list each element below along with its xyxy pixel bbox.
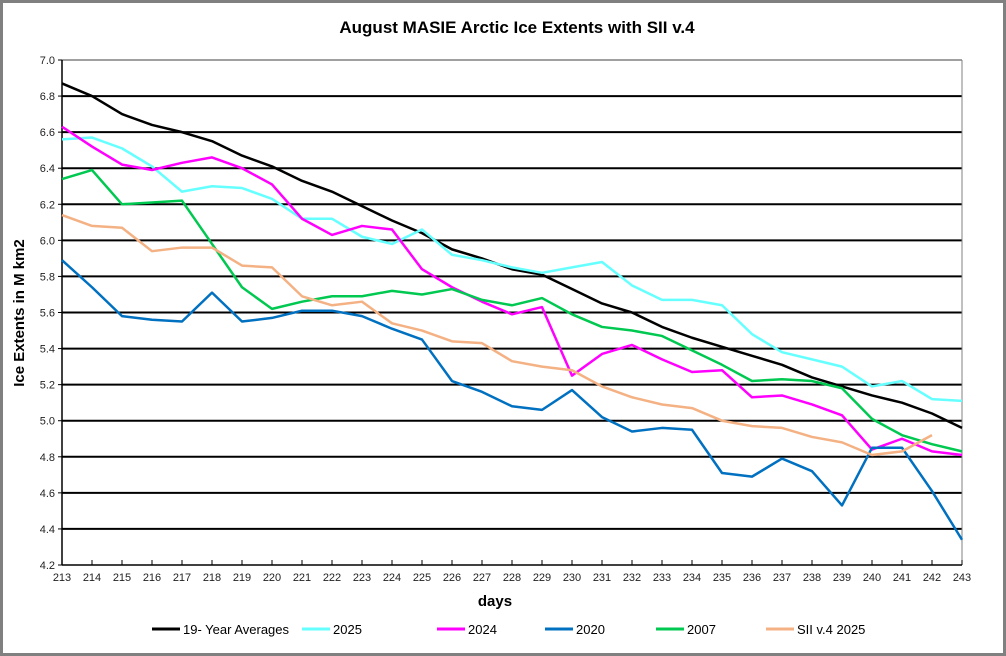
x-tick-label: 243 xyxy=(953,572,971,584)
x-tick-label: 213 xyxy=(53,572,71,584)
legend-label: 2007 xyxy=(687,622,716,637)
series-line-sii-v-4-2025 xyxy=(61,213,933,457)
axes xyxy=(58,59,963,566)
y-tick-label: 5.8 xyxy=(40,271,55,283)
x-tick-label: 231 xyxy=(593,572,611,584)
x-tick-label: 235 xyxy=(713,572,731,584)
x-tick-label: 236 xyxy=(743,572,761,584)
x-tick-label: 226 xyxy=(443,572,461,584)
x-tick-label: 222 xyxy=(323,572,341,584)
x-tick-label: 232 xyxy=(623,572,641,584)
legend-item: SII v.4 2025 xyxy=(766,622,865,637)
x-tick-label: 220 xyxy=(263,572,281,584)
x-tick-label: 223 xyxy=(353,572,371,584)
x-tick-label: 216 xyxy=(143,572,161,584)
x-tick-label: 224 xyxy=(383,572,401,584)
legend-item: 2020 xyxy=(545,622,605,637)
y-tick-label: 5.6 xyxy=(40,308,55,320)
y-tick-label: 4.4 xyxy=(40,524,55,536)
series-line-2024 xyxy=(61,125,963,457)
x-tick-label: 215 xyxy=(113,572,131,584)
legend-item: 19- Year Averages xyxy=(152,622,290,637)
y-axis-label: Ice Extents in M km2 xyxy=(11,239,28,387)
legend-label: 2025 xyxy=(333,622,362,637)
x-tick-label: 228 xyxy=(503,572,521,584)
x-tick-label: 221 xyxy=(293,572,311,584)
legend: 19- Year Averages 2025 2024 2020 2007 SII v.4… xyxy=(152,622,865,637)
x-axis-label: days xyxy=(478,593,512,610)
y-tick-label: 5.2 xyxy=(40,380,55,392)
x-tick-label: 217 xyxy=(173,572,191,584)
x-tick-label: 241 xyxy=(893,572,911,584)
y-tick-label: 5.0 xyxy=(40,416,55,428)
y-tick-label: 6.4 xyxy=(40,163,55,175)
x-tick-labels: 213 214 215 216 217 218 219 220 221 222 223 224 225 2… xyxy=(53,572,971,584)
y-tick-label: 6.0 xyxy=(40,235,55,247)
y-tick-label: 4.2 xyxy=(40,560,55,572)
x-tick-label: 230 xyxy=(563,572,581,584)
x-tick-label: 239 xyxy=(833,572,851,584)
y-tick-label: 6.6 xyxy=(40,127,55,139)
chart-title: August MASIE Arctic Ice Extents with SII… xyxy=(339,18,695,37)
x-tick-label: 218 xyxy=(203,572,221,584)
y-tick-label: 6.2 xyxy=(40,199,55,211)
x-tick-label: 229 xyxy=(533,572,551,584)
gridlines xyxy=(62,59,962,530)
series-line-2025 xyxy=(61,136,963,403)
y-tick-label: 4.8 xyxy=(40,452,55,464)
x-tick-label: 237 xyxy=(773,572,791,584)
x-tick-label: 233 xyxy=(653,572,671,584)
x-tick-label: 219 xyxy=(233,572,251,584)
x-tick-label: 227 xyxy=(473,572,491,584)
y-tick-labels: 4.2 4.4 4.6 4.8 5.0 5.2 5.4 5.6 5.8 6.0 6.2 6.4 6.6 6… xyxy=(40,55,55,572)
legend-label: SII v.4 2025 xyxy=(797,622,865,637)
legend-label: 19- Year Averages xyxy=(183,622,290,637)
x-tick-label: 238 xyxy=(803,572,821,584)
legend-item: 2024 xyxy=(437,622,497,637)
y-tick-label: 6.8 xyxy=(40,91,55,103)
legend-label: 2020 xyxy=(576,622,605,637)
y-tick-label: 5.4 xyxy=(40,344,55,356)
x-tick-label: 242 xyxy=(923,572,941,584)
y-tick-label: 4.6 xyxy=(40,488,55,500)
series-line-2007 xyxy=(61,168,963,453)
x-tick-label: 225 xyxy=(413,572,431,584)
x-tick-label: 214 xyxy=(83,572,101,584)
legend-item: 2025 xyxy=(302,622,362,637)
legend-item: 2007 xyxy=(656,622,716,637)
x-tick-label: 240 xyxy=(863,572,881,584)
x-tick-label: 234 xyxy=(683,572,701,584)
y-tick-label: 7.0 xyxy=(40,55,55,67)
series-line-19-year-averages xyxy=(61,82,963,430)
legend-label: 2024 xyxy=(468,622,497,637)
series-line-2020 xyxy=(61,259,964,541)
series-lines xyxy=(61,82,964,541)
